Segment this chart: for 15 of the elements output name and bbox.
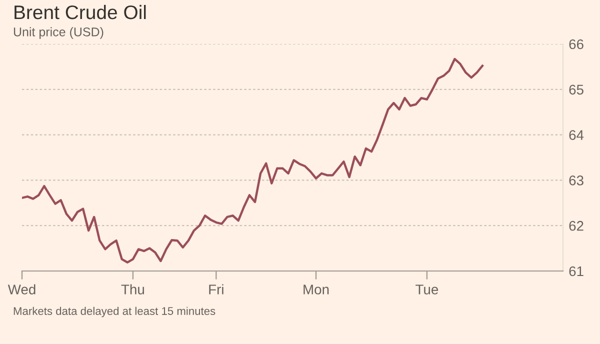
x-tick-label: Wed: [8, 284, 36, 294]
y-tick-label: 61: [569, 266, 584, 276]
x-tick-label: Thu: [121, 284, 144, 294]
line-series: [22, 58, 484, 264]
text: Markets data delayed at least 15 minutes: [14, 306, 216, 318]
y-tick-label: 66: [569, 39, 584, 50]
chart-subtitle: Unit price (USD): [14, 27, 104, 39]
x-tick-label: Fri: [209, 284, 224, 294]
y-tick-label: 63: [569, 176, 584, 186]
y-tick-label: 65: [569, 84, 584, 95]
x-tick-label: Mon: [304, 284, 329, 294]
x-tick-label: Tue: [416, 284, 438, 294]
y-tick-label: 62: [569, 220, 584, 231]
y-tick-label: 64: [569, 130, 584, 140]
chart-title: Brent Crude Oil: [14, 4, 146, 20]
